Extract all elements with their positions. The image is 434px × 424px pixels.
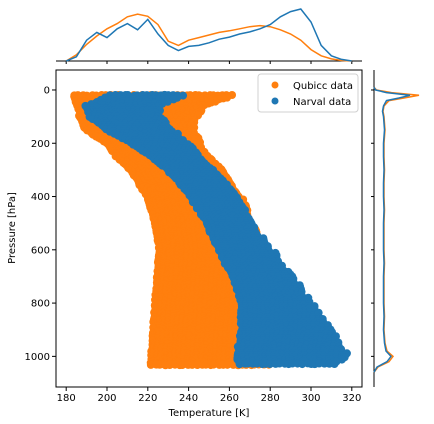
marginal-y-narval-curve bbox=[373, 86, 411, 373]
main-scatter-plot: 180 200 220 240 260 280 300 320 020040060080010… bbox=[7, 69, 363, 419]
marginal-x-density bbox=[56, 8, 362, 64]
marginal-y-qubicc-curve bbox=[373, 86, 420, 373]
marginal-x-narval-curve bbox=[65, 8, 352, 62]
marginal-y-density bbox=[371, 70, 420, 387]
marginal-x-qubicc-curve bbox=[65, 13, 352, 62]
